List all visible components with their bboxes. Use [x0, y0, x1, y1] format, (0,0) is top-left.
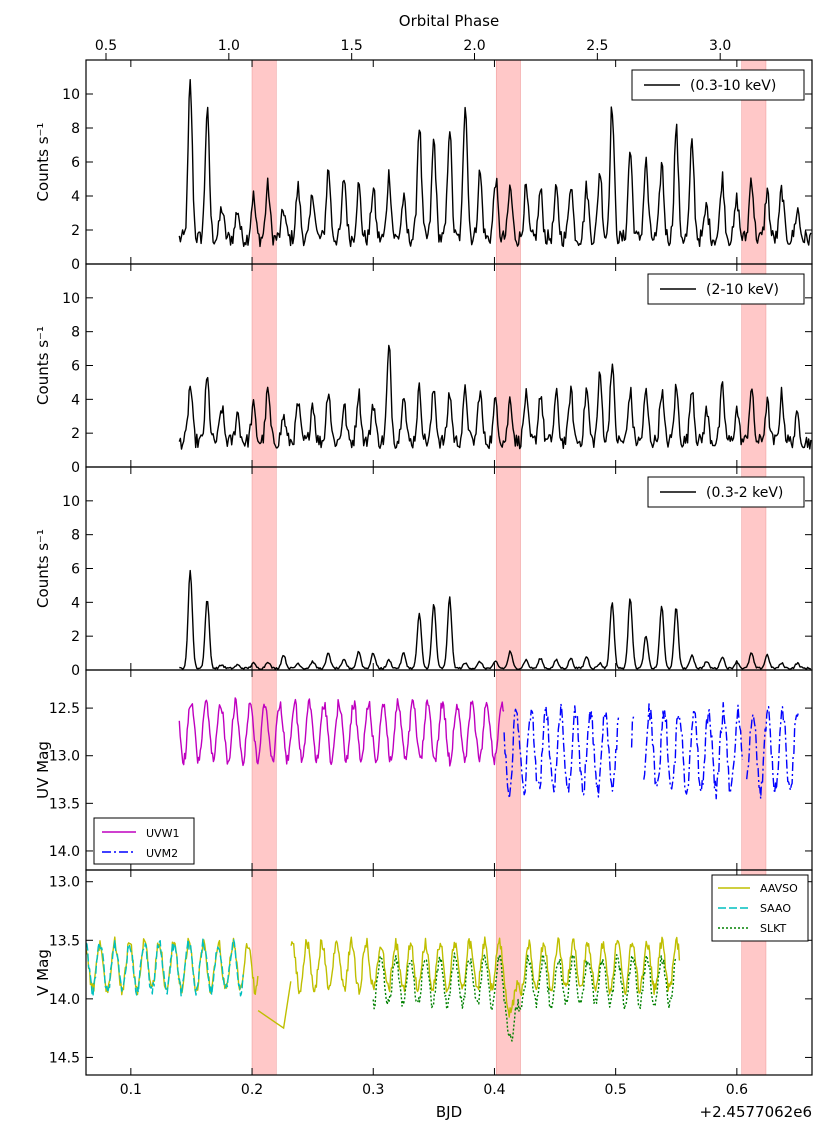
x-tick-label: 0.5: [605, 1082, 627, 1098]
y-tick-label: 0: [71, 663, 80, 679]
panel-xray_full: 0 2 4 6 8 10 Counts s⁻¹ (0.3-10 keV): [34, 59, 813, 273]
y-axis-label: Counts s⁻¹: [34, 123, 52, 202]
y-tick-label: 6: [71, 562, 80, 578]
y-axis-label: UV Mag: [34, 741, 52, 799]
x-tick-label: 0.1: [120, 1082, 142, 1098]
series--0-3-10-kev-: [178, 79, 812, 248]
top-axis-tick-label: 2.5: [586, 38, 608, 54]
x-tick-label: 0.4: [483, 1082, 505, 1098]
legend-optical: AAVSO SAAO SLKT: [711, 874, 809, 942]
y-tick-label: 10: [62, 494, 80, 510]
y-tick-label: 12.5: [49, 701, 80, 717]
y-tick-label: 10: [62, 87, 80, 103]
top-axis-tick-label: 1.0: [218, 38, 240, 54]
x-tick-label: 0.6: [726, 1082, 748, 1098]
series-aavso-bridge: [257, 981, 292, 1030]
shaded-band-2: [495, 59, 521, 1076]
y-axis-label: Counts s⁻¹: [34, 326, 52, 405]
y-axis-label: Counts s⁻¹: [34, 529, 52, 608]
legend-xray_soft: (0.3-2 keV): [647, 476, 805, 508]
y-tick-label: 14.0: [49, 992, 80, 1008]
y-tick-label: 2: [71, 629, 80, 645]
series-uvw1: [178, 697, 505, 767]
legend-label: (0.3-10 keV): [690, 78, 776, 94]
series--2-10-kev-: [178, 344, 812, 450]
series-group-xray_full: [178, 79, 812, 248]
y-tick-label: 6: [71, 155, 80, 171]
top-axis-tick-label: 1.5: [341, 38, 363, 54]
top-axis-label: Orbital Phase: [399, 12, 499, 30]
panel-uv: 12.5 13.0 13.5 14.0 UV Mag UVW1 UVM2: [34, 669, 813, 871]
y-axis-label: V Mag: [34, 949, 52, 996]
series-group-xray_soft: [179, 569, 812, 670]
y-tick-label: 13.5: [49, 933, 80, 949]
y-tick-label: 4: [71, 595, 80, 611]
y-tick-label: 8: [71, 528, 80, 544]
legend-box: [711, 874, 809, 942]
y-tick-label: 2: [71, 426, 80, 442]
x-tick-label: 0.3: [362, 1082, 384, 1098]
legend-xray_hard: (2-10 keV): [647, 273, 805, 305]
legend-box: [93, 817, 195, 865]
y-tick-label: 13.5: [49, 796, 80, 812]
legend-xray_full: (0.3-10 keV): [631, 69, 805, 101]
y-tick-label: 4: [71, 189, 80, 205]
panel-frame-uv: [85, 669, 813, 871]
series--0-3-2-kev-: [179, 569, 812, 670]
x-axis-label: BJD: [436, 1103, 462, 1121]
panel-optical: 13.0 13.5 14.0 14.5 V Mag AAVSO SAAO SLKT: [34, 869, 813, 1076]
y-tick-label: 10: [62, 291, 80, 307]
y-tick-label: 4: [71, 392, 80, 408]
panel-xray_hard: 0 2 4 6 8 10 Counts s⁻¹ (2-10 keV): [34, 263, 813, 476]
legend-uv: UVW1 UVM2: [93, 817, 195, 865]
panel-frame-optical: [85, 869, 813, 1076]
y-tick-label: 14.5: [49, 1050, 80, 1066]
y-tick-label: 8: [71, 121, 80, 137]
legend-label: UVM2: [146, 847, 178, 860]
legend-label: SLKT: [760, 922, 786, 935]
legend-label: AAVSO: [760, 882, 798, 895]
legend-label: (0.3-2 keV): [706, 485, 783, 501]
series-group-xray_hard: [178, 344, 812, 450]
series-saao: [86, 938, 244, 997]
legend-label: (2-10 keV): [706, 282, 779, 298]
legend-label: SAAO: [760, 902, 791, 915]
x-axis-offset-label: +2.4577062e6: [700, 1103, 812, 1121]
y-tick-label: 13.0: [49, 749, 80, 765]
series-slkt: [372, 952, 677, 1042]
y-tick-label: 0: [71, 257, 80, 273]
y-tick-label: 2: [71, 223, 80, 239]
y-tick-label: 14.0: [49, 844, 80, 860]
y-tick-label: 0: [71, 460, 80, 476]
top-axis-tick-label: 2.0: [463, 38, 485, 54]
y-tick-label: 13.0: [49, 875, 80, 891]
y-tick-label: 8: [71, 325, 80, 341]
y-tick-label: 6: [71, 359, 80, 375]
series-group-optical: [86, 936, 681, 1042]
x-tick-label: 0.2: [241, 1082, 263, 1098]
legend-label: UVW1: [146, 827, 179, 840]
top-axis-tick-label: 0.5: [95, 38, 117, 54]
series-group-uv: [178, 697, 799, 800]
top-axis-tick-label: 3.0: [709, 38, 731, 54]
panel-xray_soft: 0 2 4 6 8 10 Counts s⁻¹ (0.3-2 keV): [34, 466, 813, 679]
